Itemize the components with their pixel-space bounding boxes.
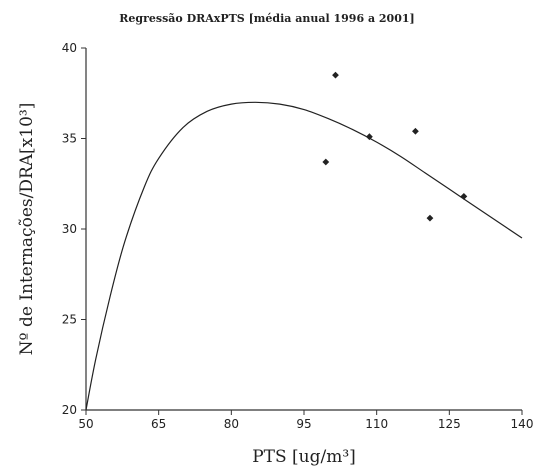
chart-title: Regressão DRAxPTS [média anual 1996 a 20… bbox=[119, 12, 415, 25]
x-axis-title: PTS [ug/m³] bbox=[252, 447, 356, 467]
y-tick-label: 35 bbox=[62, 132, 77, 146]
x-tick-label: 95 bbox=[296, 417, 311, 431]
regression-curve-layer bbox=[85, 101, 523, 411]
x-tick-label: 140 bbox=[511, 417, 534, 431]
y-axis-title: Nº de Internações/DRA[x10³] bbox=[17, 103, 37, 356]
y-tick-label: 20 bbox=[62, 403, 77, 417]
x-tick-label: 125 bbox=[438, 417, 461, 431]
x-tick-label: 65 bbox=[151, 417, 166, 431]
x-tick-label: 50 bbox=[78, 417, 93, 431]
y-tick-label: 30 bbox=[62, 222, 77, 236]
y-tick-label: 40 bbox=[62, 41, 77, 55]
scatter-point bbox=[426, 214, 434, 222]
y-tick-label: 25 bbox=[62, 313, 77, 327]
axis-ticks: 50 65 80 95 110 125 140 20 25 30 35 40 bbox=[62, 41, 534, 431]
x-tick-label: 80 bbox=[224, 417, 239, 431]
scatter-point bbox=[366, 133, 373, 141]
scatter-point bbox=[412, 127, 419, 135]
scatter-point bbox=[460, 193, 468, 200]
x-tick-label: 110 bbox=[365, 417, 388, 431]
scatter-points-layer bbox=[322, 71, 468, 222]
chart-axes bbox=[85, 48, 522, 411]
regression-curve bbox=[85, 101, 523, 411]
scatter-point bbox=[322, 158, 330, 166]
scatter-point bbox=[332, 71, 339, 79]
